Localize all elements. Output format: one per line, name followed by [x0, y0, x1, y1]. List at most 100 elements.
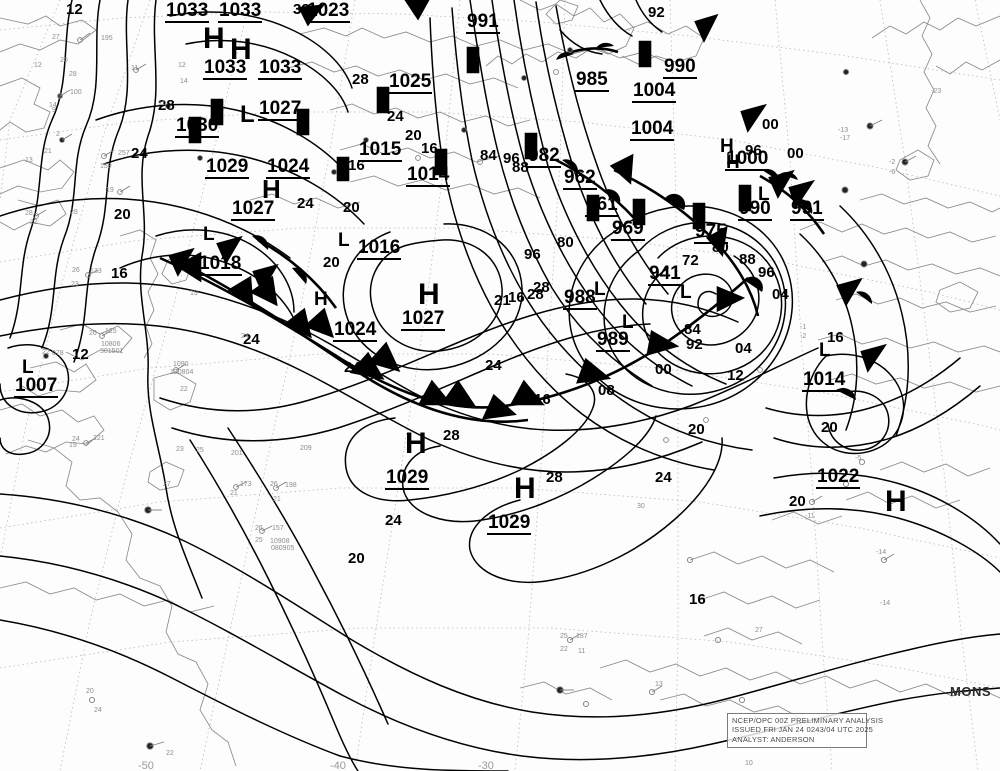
- pressure-value: 1004: [630, 118, 675, 141]
- pressure-label: 1027: [258, 99, 303, 121]
- station-plot-text: -14: [880, 600, 891, 607]
- isobar-value: 21: [494, 292, 511, 309]
- station-plot-text: 23: [176, 446, 184, 453]
- isobar-value: 92: [648, 4, 665, 21]
- station-plot-text: 20: [60, 57, 68, 64]
- pressure-value: 1027: [401, 308, 446, 331]
- region-label: MONS: [950, 684, 991, 699]
- station-plot-text: 19: [69, 442, 77, 449]
- station-plot-text: 14: [180, 78, 188, 85]
- station-plot-text: 19: [190, 290, 198, 297]
- station-plot-text: 12: [34, 62, 42, 69]
- isobar-value: 84: [480, 147, 497, 164]
- station-plot-text: 125: [105, 328, 117, 335]
- station-plot-text: 28: [25, 210, 33, 217]
- isobar-value: 20: [688, 421, 705, 438]
- isobar-value: 88: [739, 251, 756, 268]
- isobar-value: 16: [534, 391, 551, 408]
- station-plot-text: 26: [89, 330, 97, 337]
- pressure-value: 1033: [203, 57, 248, 80]
- pressure-value: 1029: [205, 156, 250, 179]
- isobar-value: 32: [293, 1, 310, 18]
- pressure-value: 1022: [816, 466, 861, 489]
- station-plot-text: 080905: [271, 545, 295, 552]
- station-plot-text: 173: [240, 481, 252, 488]
- pressure-label: 1004: [632, 81, 677, 103]
- isobar-value: 92: [686, 336, 703, 353]
- pressure-value: 982: [527, 145, 561, 168]
- pressure-value: 962: [563, 167, 597, 190]
- pressure-label: 982: [527, 146, 561, 168]
- pressure-value: 1029: [487, 512, 532, 535]
- station-plot-text: -17: [840, 135, 851, 142]
- pressure-value: 969: [611, 218, 645, 241]
- pressure-value: 1027: [231, 198, 276, 221]
- isobar-value: 72: [682, 252, 699, 269]
- station-plot-text: 26: [270, 481, 278, 488]
- station-plot-text: 2: [56, 131, 60, 138]
- station-plot-text: 30: [637, 503, 645, 510]
- station-plot-text: 10908: [270, 538, 290, 545]
- pressure-value: 991: [466, 11, 500, 34]
- pressure-label: 1018: [198, 254, 243, 276]
- high-center-marker: H: [885, 485, 907, 518]
- isobar-value: 24: [297, 195, 314, 212]
- pressure-label: 1024: [333, 320, 378, 342]
- station-plot-text: 25: [560, 633, 568, 640]
- pressure-label: 990: [738, 199, 772, 221]
- isobar-value: 04: [735, 340, 752, 357]
- low-center-marker: L: [680, 282, 692, 303]
- station-plot-text: 10: [745, 760, 753, 767]
- pressure-label: 1033: [218, 1, 263, 23]
- isobar-value: 88: [512, 159, 529, 176]
- pressure-label: 1027: [401, 308, 446, 331]
- high-center-marker: H: [514, 472, 536, 505]
- pressure-label: 1029: [385, 468, 430, 490]
- pressure-label: 1030: [175, 116, 220, 138]
- pressure-value: 941: [648, 263, 682, 286]
- station-plot-text: 19: [106, 187, 114, 194]
- low-center-marker: L: [758, 184, 770, 205]
- high-center-marker: H: [726, 152, 740, 173]
- station-plot-text: 22: [42, 349, 50, 356]
- pressure-label: 1022: [816, 466, 861, 489]
- isobar-value: 80: [712, 239, 729, 256]
- station-plot-text: 11: [578, 648, 586, 655]
- isobar-value: 20: [348, 550, 365, 567]
- isobar-value: 16: [348, 157, 365, 174]
- pressure-label: 1014: [802, 370, 847, 392]
- pressure-label: 1027: [231, 198, 276, 221]
- pressure-label: 1029: [205, 156, 250, 179]
- pressure-value: 961: [585, 194, 619, 217]
- station-plot-text: 25: [255, 537, 263, 544]
- isobar-value: 16: [421, 140, 438, 157]
- isobar-value: 00: [762, 116, 779, 133]
- pressure-label: 1033: [258, 58, 303, 80]
- pressure-label: 991: [466, 12, 500, 34]
- pressure-label: 1000: [725, 149, 770, 171]
- high-center-marker: H: [203, 22, 225, 55]
- station-plot-text: 23: [71, 281, 79, 288]
- pressure-value: 985: [575, 69, 609, 92]
- pressure-value: 991: [790, 198, 824, 221]
- station-plot-text: 21: [44, 148, 52, 155]
- isobar-value: 16: [111, 265, 128, 282]
- isobar-value: 20: [114, 206, 131, 223]
- high-center-marker: H: [405, 427, 427, 460]
- station-plot-text: 21: [230, 490, 238, 497]
- station-plot-text: 28: [70, 209, 78, 216]
- station-plot-text: 11: [158, 100, 166, 107]
- isobar-value: 12: [66, 1, 83, 18]
- station-plot-text: 257: [118, 150, 130, 157]
- station-plot-text: 078: [52, 350, 64, 357]
- station-plot-text: 12: [178, 62, 186, 69]
- isobar-value: 24: [344, 359, 361, 376]
- station-plot-text: 159: [100, 163, 112, 170]
- isobar-value: 28: [158, 97, 175, 114]
- pressure-label: 1029: [487, 512, 532, 535]
- station-plot-text: 13: [655, 681, 663, 688]
- stamp-line-2: ISSUED FRI JAN 24 0243/04 UTC 2025: [732, 725, 874, 735]
- station-plot-text: 187: [576, 633, 588, 640]
